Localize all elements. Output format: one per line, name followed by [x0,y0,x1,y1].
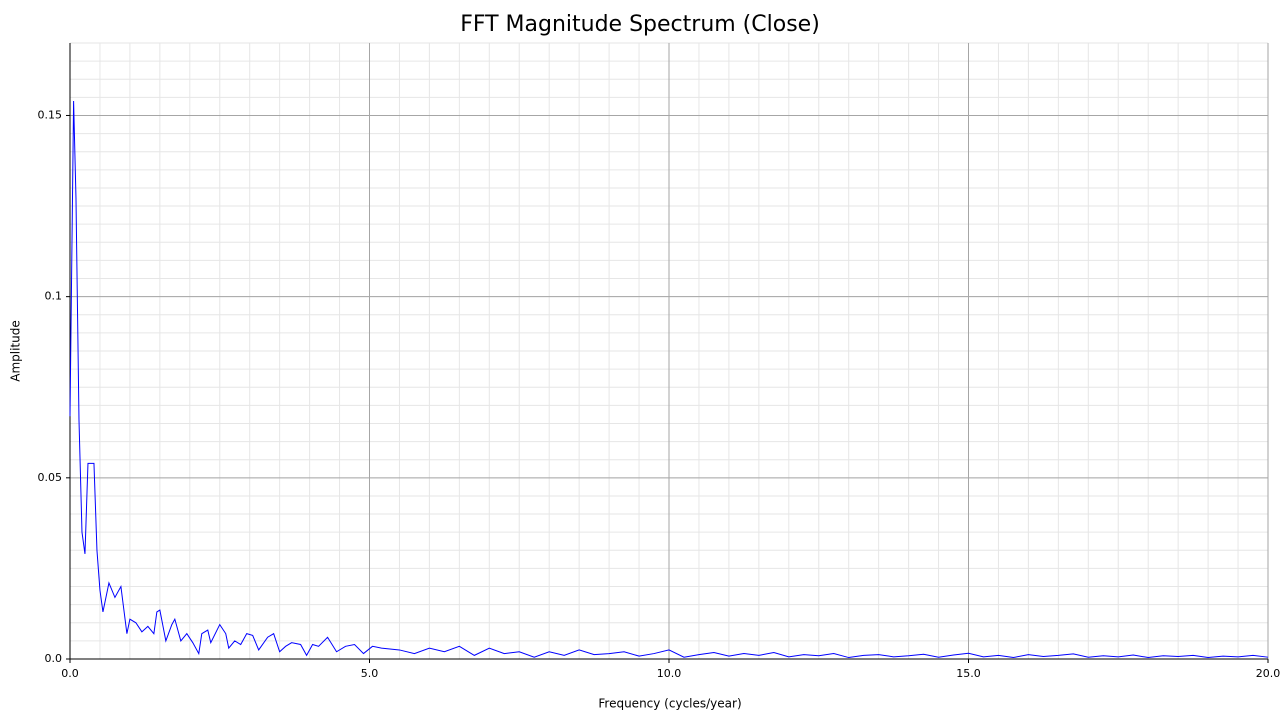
chart-title: FFT Magnitude Spectrum (Close) [460,12,820,37]
x-tick-label: 5.0 [361,667,379,680]
y-tick-label: 0.0 [45,652,63,665]
x-tick-label: 15.0 [956,667,981,680]
y-tick-label: 0.05 [38,471,63,484]
x-axis-label: Frequency (cycles/year) [598,697,741,711]
x-tick-label: 0.0 [61,667,79,680]
y-tick-label: 0.1 [45,290,63,303]
y-axis-label: Amplitude [9,320,23,382]
x-tick-label: 10.0 [657,667,682,680]
y-tick-label: 0.15 [38,108,63,121]
x-tick-label: 20.0 [1256,667,1280,680]
spectrum-line [69,100,1269,659]
